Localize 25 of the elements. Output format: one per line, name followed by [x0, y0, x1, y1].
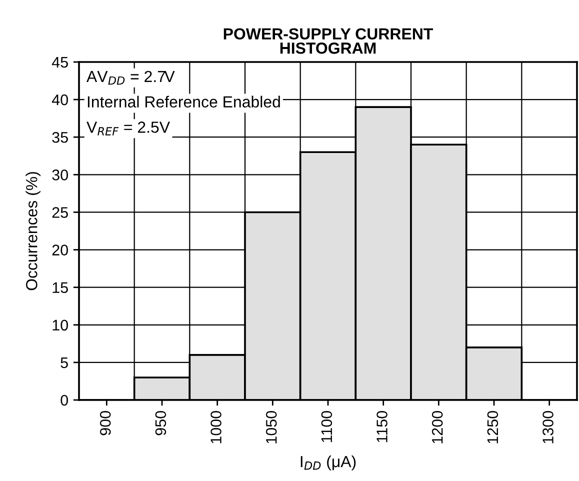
- x-axis-title: I$_{DD}$ (μA): [300, 456, 356, 470]
- y-tick-label: 45: [52, 57, 68, 68]
- chart-title: POWER-SUPPLY CURRENT HISTOGRAM: [224, 28, 433, 54]
- y-tick-label: 5: [60, 357, 68, 368]
- y-tick-label: 15: [52, 282, 68, 294]
- x-tick-label: 900: [100, 411, 111, 436]
- x-tick-label: 1050: [266, 411, 277, 444]
- y-axis-title: Occurrences (%): [26, 172, 40, 290]
- y-tick-label: 0: [60, 394, 68, 406]
- y-tick-label: 35: [52, 132, 68, 143]
- x-tick-label: 1100: [321, 411, 332, 442]
- x-tick-label: 1000: [210, 411, 222, 444]
- annotation: Internal Reference Enabled: [88, 96, 280, 108]
- annotation: V$_{REF}$ = 2.5V: [86, 122, 170, 136]
- x-tick-label: 950: [155, 411, 166, 436]
- y-tick-label: 30: [52, 170, 68, 180]
- y-tick-label: 20: [52, 244, 68, 256]
- y-tick-label: 10: [52, 320, 68, 331]
- x-tick-label: 1200: [432, 411, 443, 444]
- x-tick-label: 1300: [542, 411, 554, 444]
- annotation: AV$_{DD}$ = 2.7V: [86, 70, 175, 85]
- x-tick-label: 1250: [487, 411, 498, 444]
- x-tick-label: 1150: [376, 411, 388, 442]
- y-tick-label: 25: [52, 207, 68, 218]
- y-tick-label: 40: [52, 94, 68, 106]
